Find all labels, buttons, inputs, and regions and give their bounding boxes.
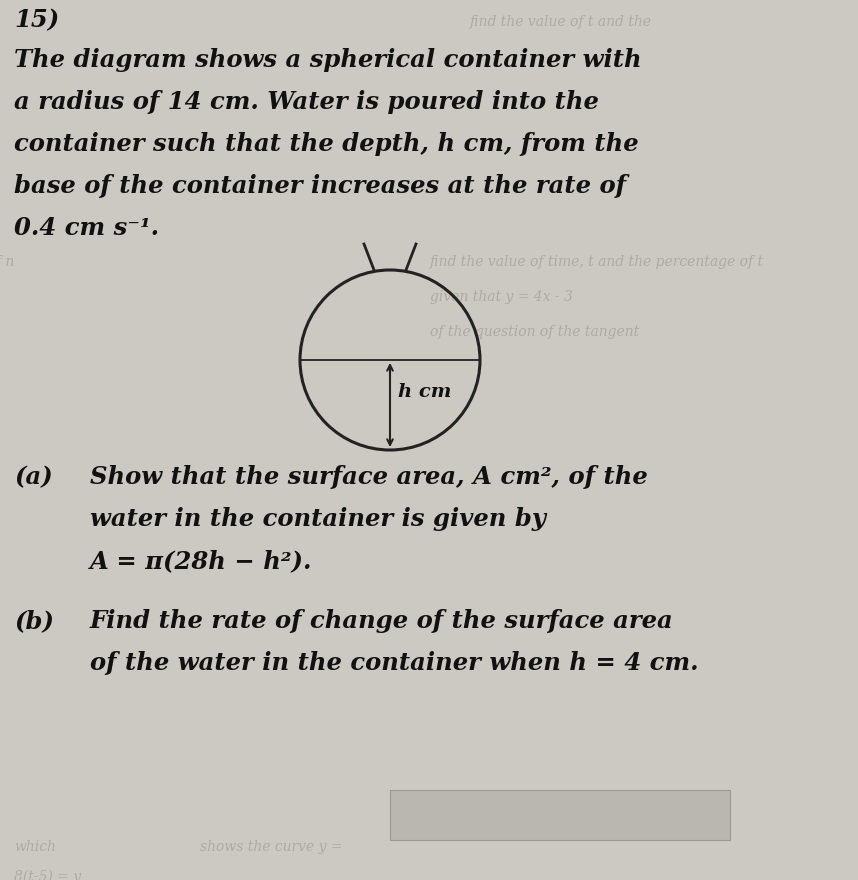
Text: shows the curve y =: shows the curve y = xyxy=(200,840,342,854)
Text: A = π(28h − h²).: A = π(28h − h²). xyxy=(90,549,312,573)
Text: of the water in the container when h = 4 cm.: of the water in the container when h = 4… xyxy=(90,651,698,675)
Text: The diagram shows a spherical container with: The diagram shows a spherical container … xyxy=(14,48,642,72)
Text: Show that the surface area, A cm², of the: Show that the surface area, A cm², of th… xyxy=(90,465,648,489)
Text: given that y = 4x - 3: given that y = 4x - 3 xyxy=(430,290,573,304)
Text: find the value of t and the: find the value of t and the xyxy=(470,15,652,29)
Text: 0.4 cm s⁻¹.: 0.4 cm s⁻¹. xyxy=(14,216,159,240)
Text: which: which xyxy=(14,840,56,854)
Text: base of the container increases at the rate of: base of the container increases at the r… xyxy=(14,174,626,198)
Text: cm²s⁻¹: cm²s⁻¹ xyxy=(510,804,593,826)
Text: (b): (b) xyxy=(14,609,54,633)
Text: water in the container is given by: water in the container is given by xyxy=(90,507,546,531)
Text: Find the rate of change of the surface area: Find the rate of change of the surface a… xyxy=(90,609,674,633)
Text: (a): (a) xyxy=(14,465,52,489)
Text: 8(t-5) = y: 8(t-5) = y xyxy=(14,870,82,880)
Text: h cm: h cm xyxy=(398,383,451,400)
Text: and the percentage of n: and the percentage of n xyxy=(0,255,14,269)
Text: 15): 15) xyxy=(14,8,59,32)
Text: 8π: 8π xyxy=(430,803,467,827)
Text: container such that the depth, h cm, from the: container such that the depth, h cm, fro… xyxy=(14,132,638,156)
Bar xyxy=(390,790,730,840)
Text: find the value of time, t and the percentage of t: find the value of time, t and the percen… xyxy=(430,255,764,269)
Text: of the question of the tangent: of the question of the tangent xyxy=(430,325,639,339)
Text: a radius of 14 cm. Water is poured into the: a radius of 14 cm. Water is poured into … xyxy=(14,90,599,114)
